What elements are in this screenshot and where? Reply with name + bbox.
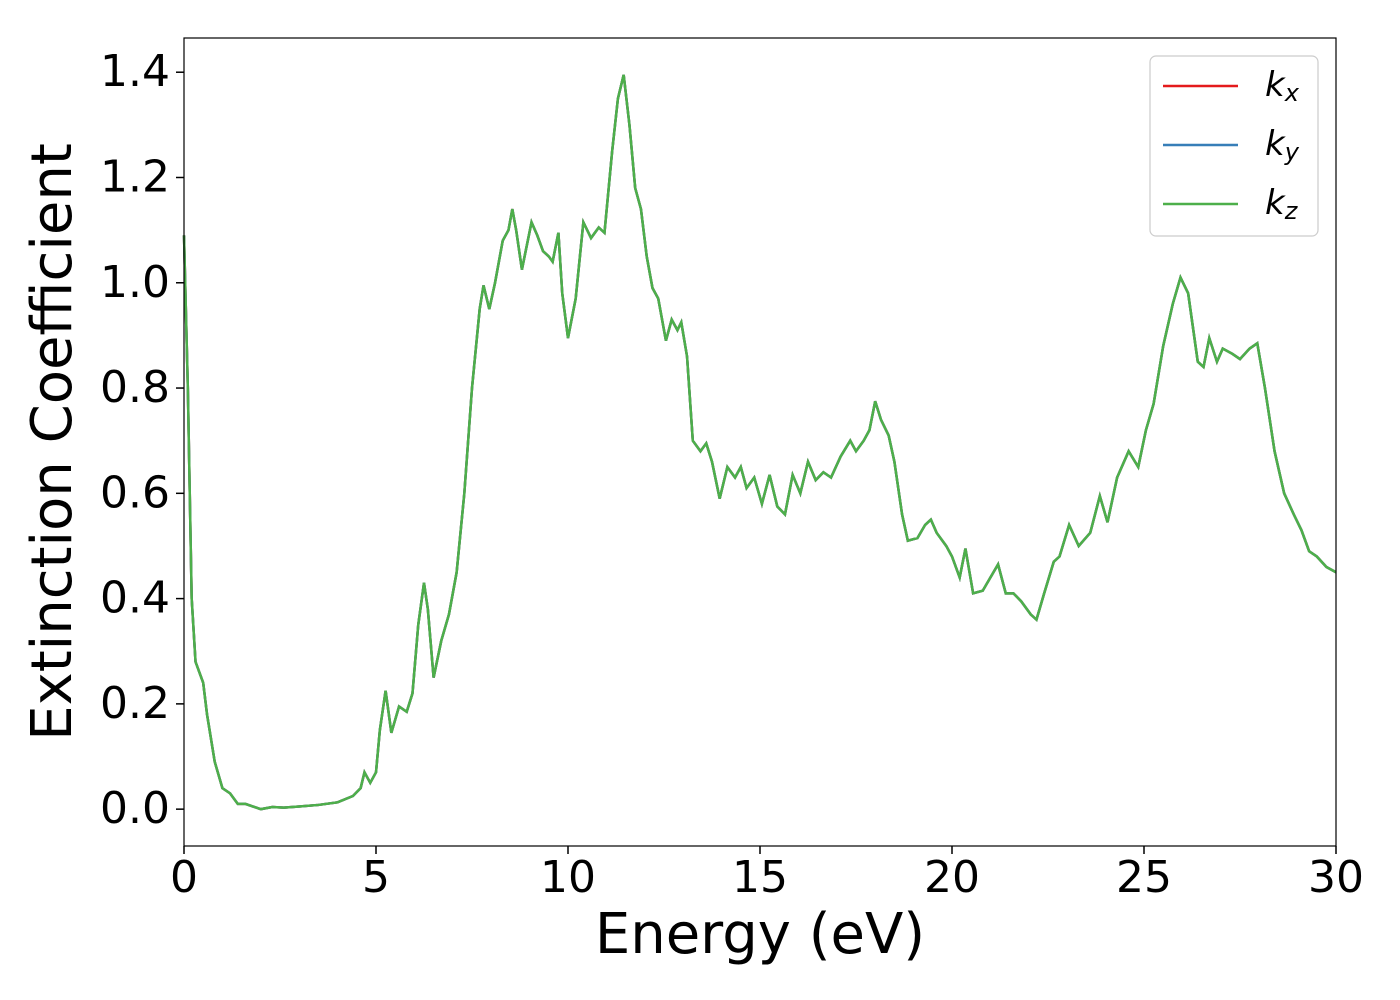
x-axis-label: Energy (eV) bbox=[595, 902, 925, 967]
x-tick-label: 10 bbox=[540, 852, 596, 903]
y-tick-label: 0.8 bbox=[100, 362, 170, 413]
y-tick-label: 0.4 bbox=[100, 573, 170, 624]
x-tick-label: 0 bbox=[170, 852, 198, 903]
legend-label: ky bbox=[1265, 124, 1300, 167]
legend-label: kz bbox=[1265, 183, 1299, 226]
y-tick-label: 1.4 bbox=[100, 46, 170, 97]
x-tick-label: 25 bbox=[1116, 852, 1172, 903]
y-tick-label: 0.0 bbox=[100, 783, 170, 834]
data-line bbox=[182, 74, 1337, 811]
legend-label: kx bbox=[1265, 65, 1300, 108]
y-tick-label: 1.0 bbox=[100, 257, 170, 308]
x-tick-label: 20 bbox=[924, 852, 980, 903]
y-axis-label: Extinction Coefficient bbox=[20, 143, 85, 741]
plot-frame bbox=[183, 37, 1337, 847]
x-tick-label: 30 bbox=[1308, 852, 1364, 903]
y-tick-label: 0.6 bbox=[100, 467, 170, 518]
y-tick-label: 1.2 bbox=[100, 151, 170, 202]
x-tick-label: 5 bbox=[362, 852, 390, 903]
y-tick-label: 0.2 bbox=[100, 678, 170, 729]
x-tick-label: 15 bbox=[732, 852, 788, 903]
